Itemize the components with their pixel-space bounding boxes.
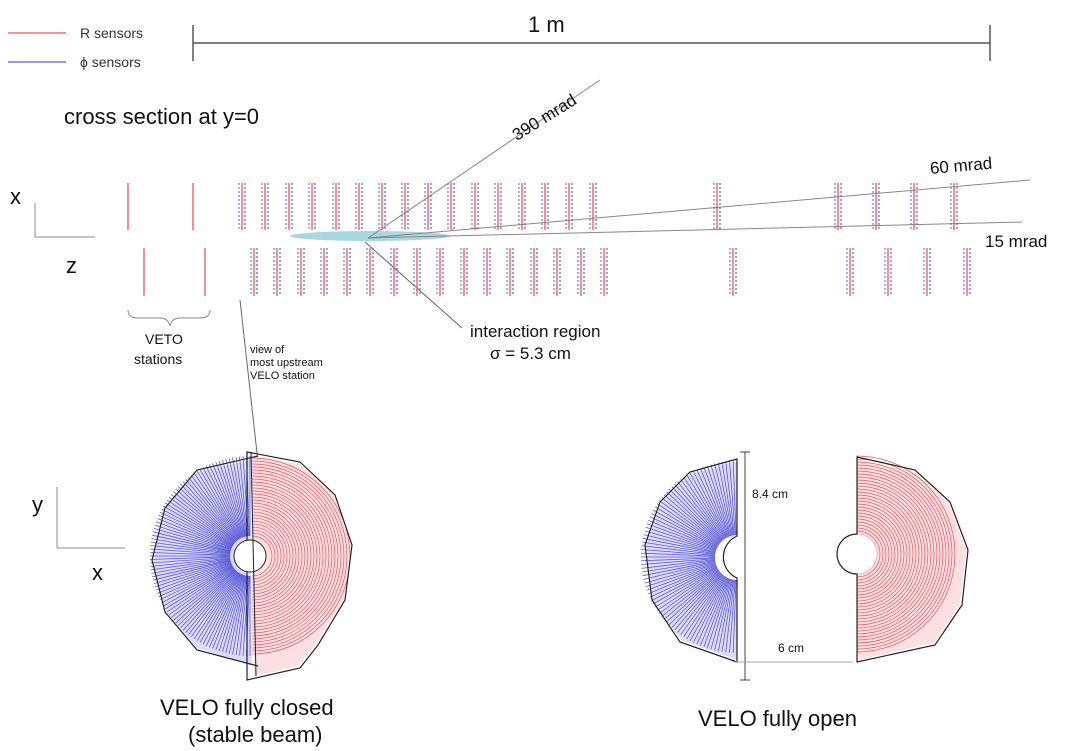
sensor-station-upper xyxy=(565,183,573,230)
sensor-station-upper xyxy=(424,183,432,230)
sensor-station-upper xyxy=(834,183,842,230)
top-axis-z-label: z xyxy=(66,253,77,278)
caption-closed-line1: VELO fully closed xyxy=(160,695,334,720)
sensor-station-lower xyxy=(366,248,374,296)
bottom-axis-x-label: x xyxy=(92,560,103,585)
sensor-station-lower xyxy=(273,248,281,296)
caption-closed-line2: (stable beam) xyxy=(188,722,323,747)
veto-label-line2: stations xyxy=(134,351,183,367)
veto-label-line1: VETO xyxy=(145,331,183,347)
sensor-station-lower xyxy=(729,248,737,296)
top-axes xyxy=(34,203,95,238)
angle-15-label: 15 mrad xyxy=(985,232,1048,251)
sensor-station-lower xyxy=(483,248,491,296)
sensor-station-lower xyxy=(963,248,971,296)
interaction-sigma-label: σ = 5.3 cm xyxy=(490,344,571,363)
upstream-view-line1: view of xyxy=(250,344,285,356)
sensor-station-lower xyxy=(600,248,608,296)
sensor-station-lower xyxy=(884,248,892,296)
legend-phi-label: ϕ sensors xyxy=(80,54,141,70)
sensor-station-upper xyxy=(238,183,246,230)
sensor-station-lower xyxy=(390,248,398,296)
height-dimension-label: 8.4 cm xyxy=(752,487,789,501)
bottom-axes xyxy=(56,487,125,549)
sensor-station-lower xyxy=(923,248,931,296)
sensor-station-upper xyxy=(447,183,455,230)
sensor-station-upper xyxy=(589,183,597,230)
interaction-region xyxy=(290,231,450,241)
upstream-view-line3: VELO station xyxy=(250,370,315,382)
velo-open-modules xyxy=(641,451,969,681)
sensor-station-lower xyxy=(530,248,538,296)
sensor-station-upper xyxy=(872,183,880,230)
scale-label: 1 m xyxy=(528,12,565,37)
sensor-station-upper xyxy=(494,183,502,230)
gap-dimension-label: 6 cm xyxy=(778,641,805,655)
sensor-station-upper xyxy=(261,183,269,230)
sensor-stations xyxy=(127,183,971,296)
sensor-station-lower xyxy=(343,248,351,296)
sensor-station-upper xyxy=(518,183,526,230)
top-axis-x-label: x xyxy=(10,184,21,209)
sensor-station-lower xyxy=(553,248,561,296)
sensor-station-upper xyxy=(910,183,918,230)
sensor-station-lower xyxy=(846,248,854,296)
sensor-station-upper xyxy=(950,183,958,230)
sensor-station-lower xyxy=(460,248,468,296)
sensor-station-lower xyxy=(436,248,444,296)
sensor-station-upper xyxy=(713,183,721,230)
sensor-station-lower xyxy=(413,248,421,296)
sensor-station-upper xyxy=(308,183,316,230)
sensor-station-upper xyxy=(285,183,293,230)
legend-r-label: R sensors xyxy=(80,25,144,41)
open-outline-right xyxy=(836,456,969,663)
scale-bar xyxy=(192,25,991,61)
veto-brace xyxy=(127,309,211,327)
sensor-station-upper xyxy=(401,183,409,230)
sensor-station-upper xyxy=(332,183,340,230)
sensor-station-upper xyxy=(471,183,479,230)
bottom-axis-y-label: y xyxy=(32,492,43,517)
upstream-view-line2: most upstream xyxy=(250,357,323,369)
closed-center-hole xyxy=(233,539,267,573)
interaction-region-label: interaction region xyxy=(470,322,601,341)
open-phi-strips xyxy=(641,461,738,653)
sensor-station-lower xyxy=(250,248,258,296)
sensor-station-lower xyxy=(320,248,328,296)
sensor-station-lower xyxy=(577,248,585,296)
open-r-strips xyxy=(856,455,956,653)
closed-outline-right xyxy=(246,451,353,681)
sensor-station-upper xyxy=(378,183,386,230)
caption-open: VELO fully open xyxy=(698,706,857,731)
sensor-station-lower xyxy=(297,248,305,296)
sensor-station-upper xyxy=(355,183,363,230)
closed-phi-strips xyxy=(150,456,251,656)
velo-closed-module xyxy=(150,451,353,681)
sensor-station-lower xyxy=(506,248,514,296)
sensor-station-upper xyxy=(541,183,549,230)
closed-outline-left xyxy=(151,455,259,667)
open-outline-left xyxy=(644,458,738,663)
cross-section-title: cross section at y=0 xyxy=(64,104,260,129)
